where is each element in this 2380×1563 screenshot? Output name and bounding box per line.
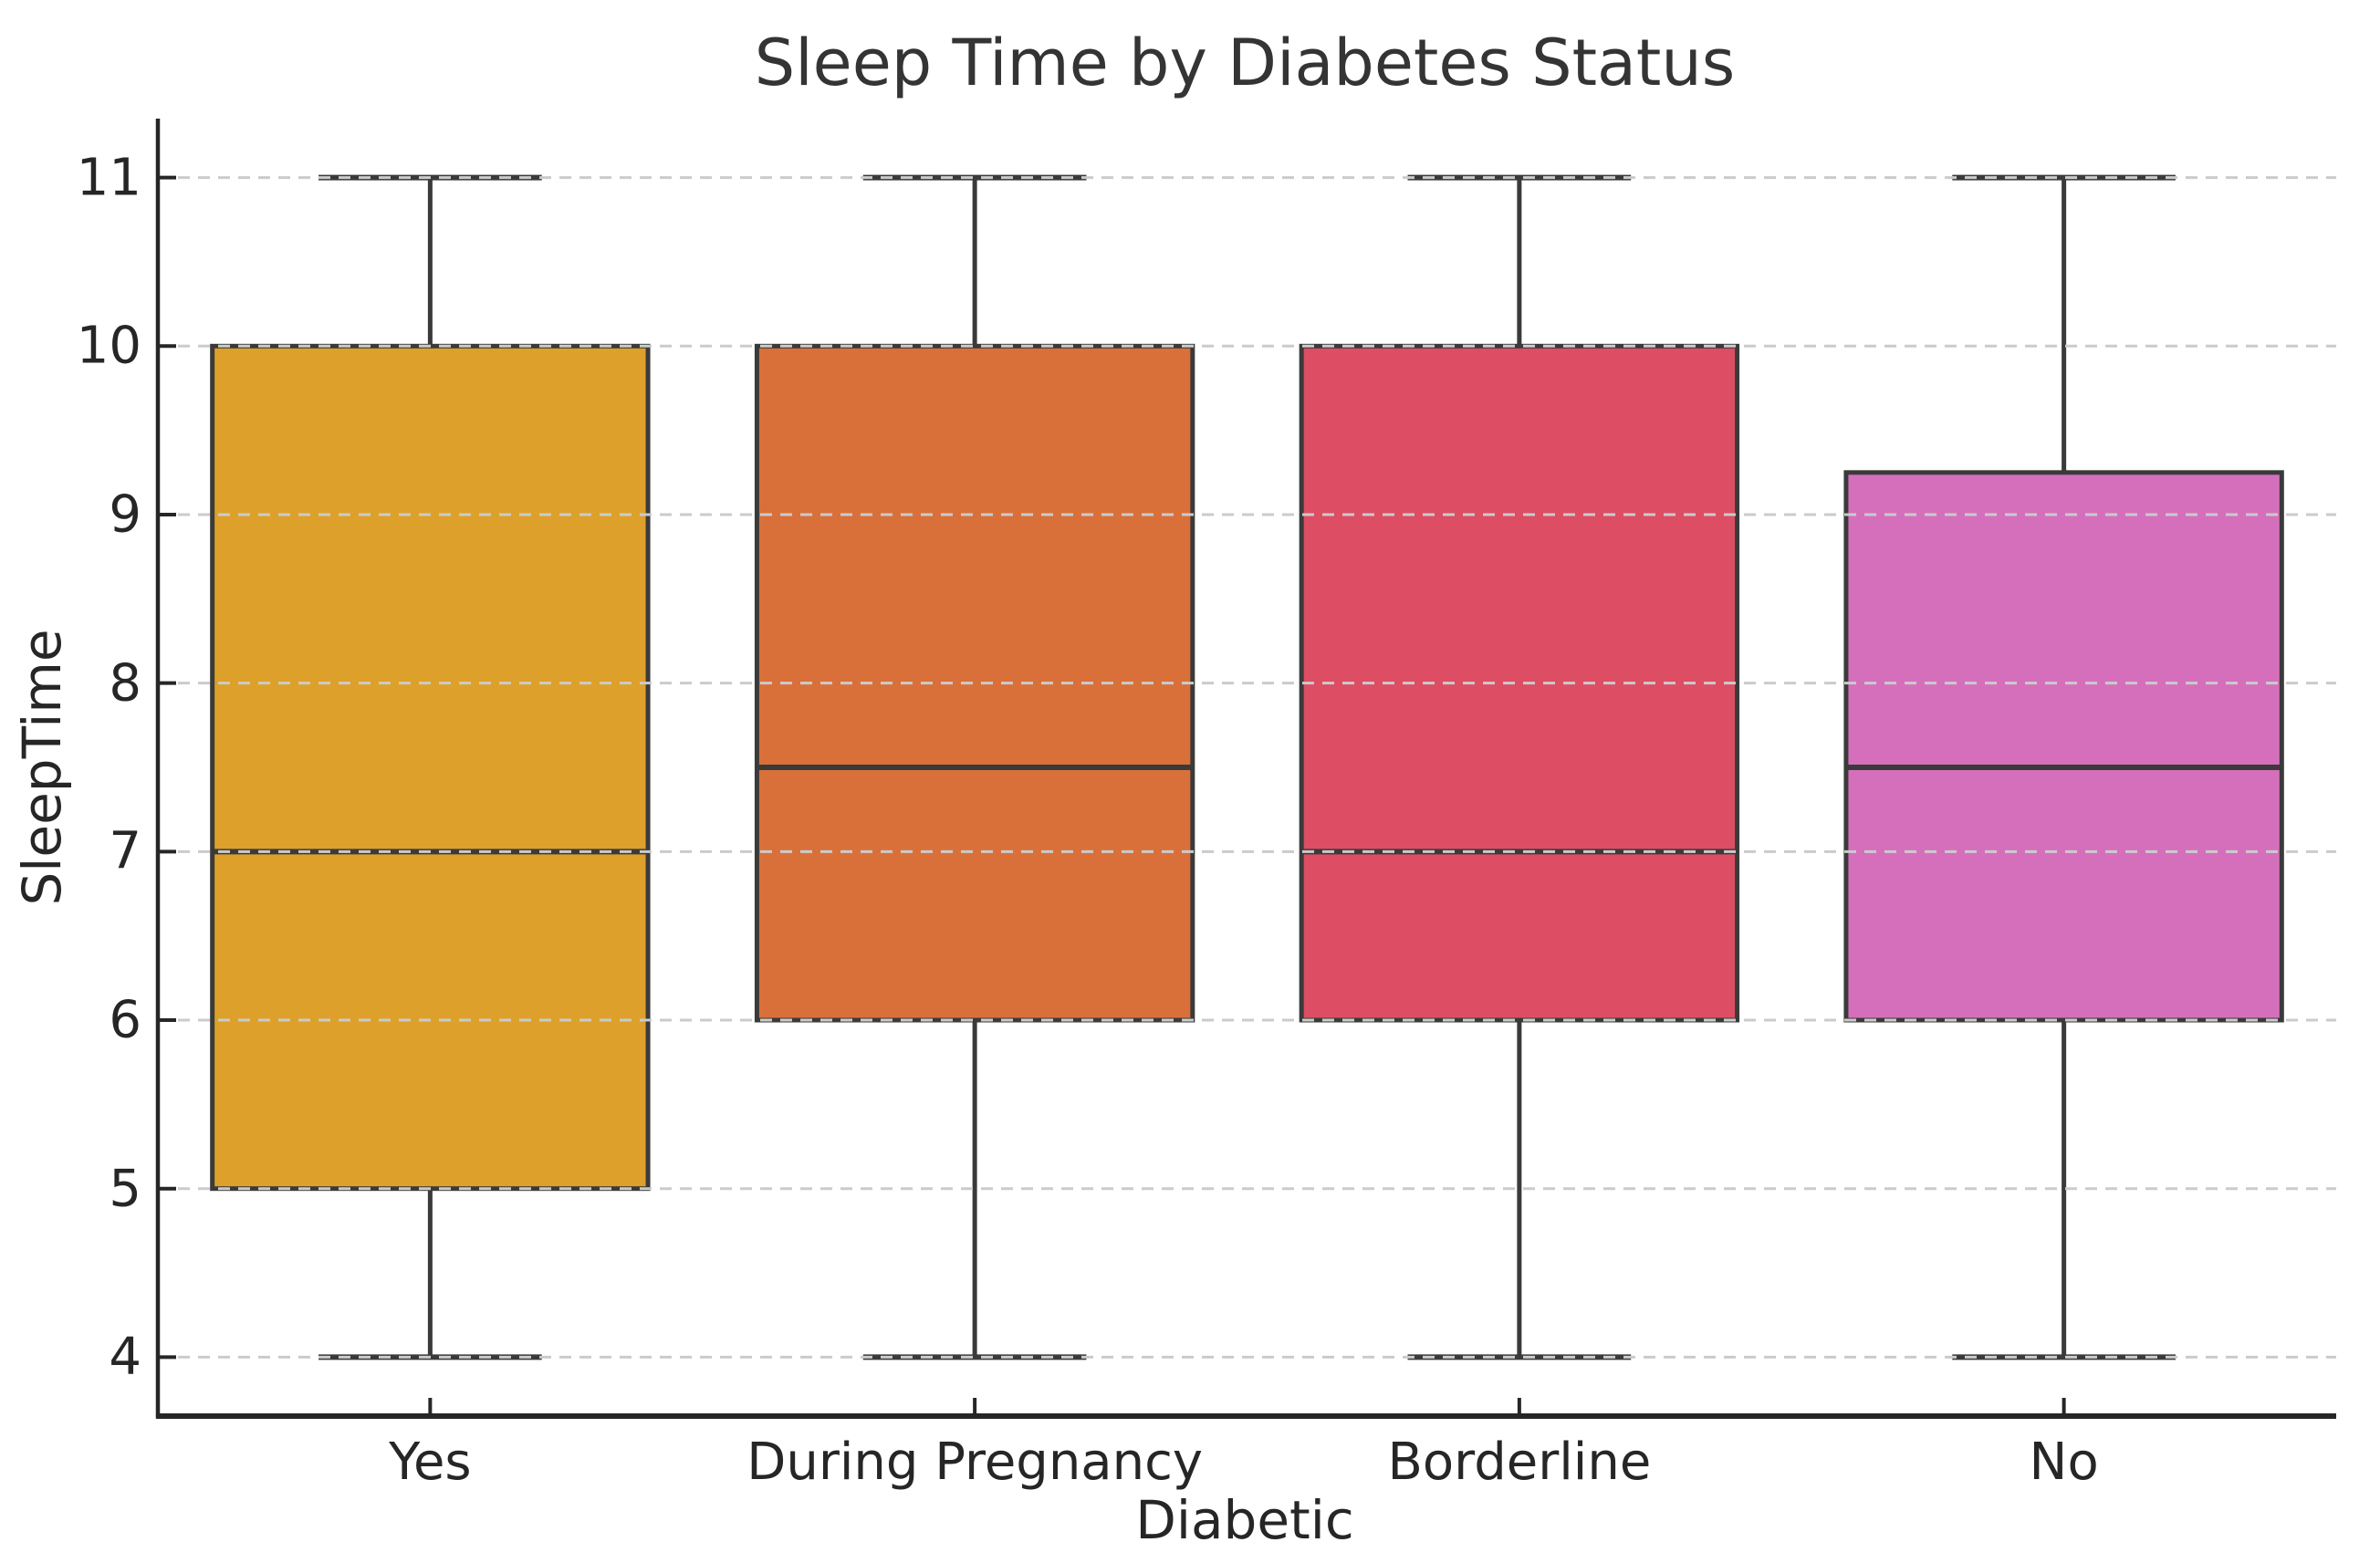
box-group-yes (210, 174, 651, 1360)
x-tick-label-yes: Yes (389, 1433, 472, 1492)
y-tick-label-4: 4 (109, 1327, 141, 1387)
y-tick-label-11: 11 (76, 148, 141, 208)
x-tick-label-during-pregnancy: During Pregnancy (746, 1433, 1204, 1492)
x-tick-label-no: No (2029, 1433, 2099, 1492)
y-tick-label-9: 9 (109, 485, 141, 545)
box-yes (210, 343, 651, 1192)
box-group-during-pregnancy (754, 174, 1195, 1360)
y-tick-label-8: 8 (109, 653, 141, 714)
y-tick-label-6: 6 (109, 990, 141, 1050)
chart-title: Sleep Time by Diabetes Status (754, 26, 1736, 100)
y-axis-label: SleepTime (11, 629, 73, 906)
box-group-no (1843, 174, 2284, 1360)
x-tick-label-borderline: Borderline (1387, 1433, 1652, 1492)
box-no (1843, 470, 2284, 1023)
box-group-borderline (1299, 174, 1740, 1360)
y-tick-label-10: 10 (76, 316, 141, 376)
y-tick-label-7: 7 (109, 821, 141, 881)
x-axis-label: Diabetic (1135, 1489, 1354, 1551)
y-tick-label-5: 5 (109, 1159, 141, 1219)
